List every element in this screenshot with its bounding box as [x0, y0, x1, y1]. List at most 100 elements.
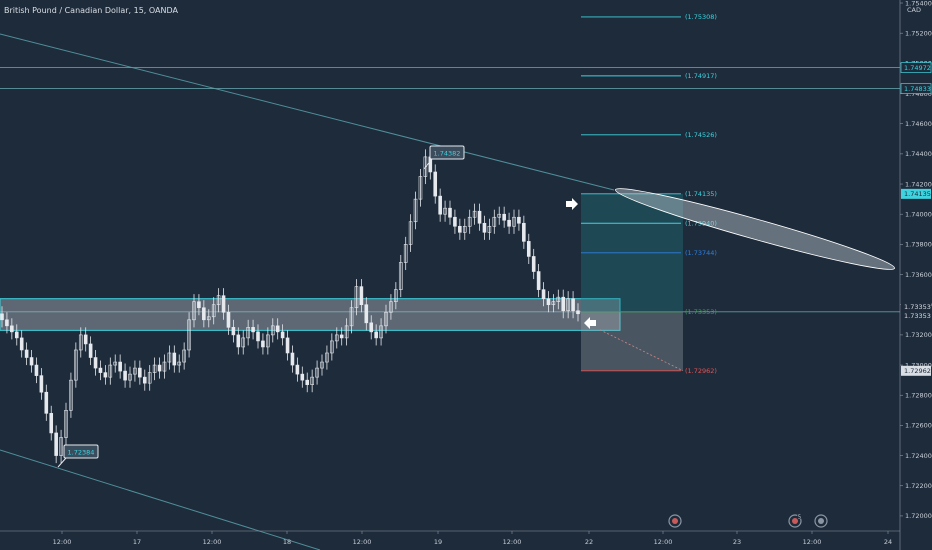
- price-badge-label: 1.73353: [904, 303, 931, 311]
- candle-body: [482, 222, 487, 233]
- candle-body: [142, 376, 147, 384]
- time-axis[interactable]: 12:00 17 12:00 18 12:00 19 12:00 22 12:00 23 12:00…: [0, 530, 900, 546]
- candle-body: [14, 331, 19, 339]
- event-flag-icon[interactable]: [668, 514, 682, 528]
- candle-body: [330, 340, 334, 354]
- y-tick-label: 1.72400: [905, 452, 932, 460]
- candle-body: [448, 207, 452, 218]
- candle-body: [546, 298, 551, 306]
- candle-body: [216, 295, 221, 306]
- descending-trendline-lower[interactable]: [0, 449, 321, 550]
- candle-body: [197, 301, 201, 309]
- candle-body: [138, 367, 142, 378]
- candle-body: [418, 176, 423, 200]
- candle-body: [19, 337, 24, 351]
- candle-body: [93, 357, 98, 369]
- candle-body: [275, 325, 280, 333]
- candle-body: [118, 361, 122, 372]
- candle-body: [502, 213, 506, 221]
- y-tick-label: 1.75200: [905, 29, 932, 37]
- price-badge-label: 1.72962: [904, 367, 931, 375]
- event-markers[interactable]: 5: [668, 514, 828, 528]
- candle-body: [541, 289, 546, 299]
- candle-body: [226, 311, 231, 328]
- event-flag-icon[interactable]: 5: [788, 514, 802, 528]
- x-tick-label: 23: [733, 538, 741, 546]
- candle-body: [157, 364, 162, 372]
- level-label: (1.74526): [685, 131, 717, 139]
- candle-body: [315, 367, 319, 378]
- candle-body: [571, 298, 575, 312]
- candle-body: [113, 361, 118, 366]
- price-axis[interactable]: CAD 1.72000 1.72200 1.72400 1.72600 1.72800 1…: [899, 0, 932, 550]
- y-tick-label: 1.72800: [905, 392, 932, 400]
- level-label: (1.73353): [685, 308, 717, 316]
- x-tick-label: 12:00: [803, 538, 822, 546]
- candle-body: [531, 256, 536, 272]
- support-zone[interactable]: [0, 298, 621, 331]
- candle-body: [206, 316, 211, 321]
- y-tick-label: 1.73200: [905, 331, 932, 339]
- x-tick-label: 12:00: [654, 538, 673, 546]
- y-tick-label: 1.74200: [905, 180, 932, 188]
- candle-body: [59, 437, 63, 456]
- candle-body: [39, 375, 44, 393]
- long-position-tool[interactable]: [581, 193, 684, 372]
- candle-body: [192, 301, 196, 321]
- candle-body: [458, 225, 462, 233]
- x-tick-label: 24: [884, 538, 892, 546]
- price-badge: [901, 365, 931, 376]
- candle-body: [561, 296, 566, 312]
- y-tick-label: 1.72200: [905, 482, 932, 490]
- candle-body: [487, 225, 492, 233]
- position-loss-area[interactable]: [581, 311, 683, 371]
- candle-body: [477, 210, 482, 224]
- level-label: (1.73744): [685, 249, 717, 257]
- candle-body: [24, 349, 29, 358]
- price-badge: [901, 310, 931, 321]
- candle-body: [147, 372, 152, 384]
- candle-body: [453, 216, 457, 227]
- x-tick-label: 17: [133, 538, 141, 546]
- x-tick-label: 19: [434, 538, 442, 546]
- candle-body: [556, 296, 561, 303]
- candle-body: [187, 319, 191, 351]
- candle-body: [379, 325, 383, 339]
- high-callout: 1.74382: [423, 145, 465, 170]
- candles: [0, 149, 580, 464]
- candle-body: [413, 198, 418, 223]
- candle-body: [320, 361, 324, 369]
- arrow-left-icon: [584, 317, 596, 329]
- candle-body: [0, 313, 4, 321]
- candle-body: [162, 361, 167, 372]
- price-badge-label: 1.74833: [904, 85, 931, 93]
- candle-body: [364, 304, 369, 324]
- level-label: (1.72962): [685, 367, 717, 375]
- candle-body: [497, 213, 502, 218]
- level-label: (1.74135): [685, 190, 717, 198]
- candle-body: [98, 367, 103, 373]
- y-tick-label: 1.74600: [905, 120, 932, 128]
- candle-body: [349, 307, 354, 327]
- candle-body: [443, 207, 447, 215]
- descending-trendline-upper[interactable]: [0, 33, 615, 191]
- candle-body: [408, 221, 413, 245]
- candle-body: [305, 379, 310, 385]
- event-flag-icon[interactable]: [814, 514, 828, 528]
- candle-body: [310, 376, 314, 385]
- candle-body: [78, 334, 83, 351]
- ellipse-drawing[interactable]: [613, 180, 898, 278]
- candle-body: [512, 216, 516, 227]
- candle-body: [251, 327, 255, 333]
- candle-body: [64, 410, 68, 438]
- candle-body: [566, 298, 570, 312]
- level-label: (1.75308): [685, 13, 717, 21]
- candle-body: [236, 334, 241, 348]
- candle-body: [74, 349, 78, 381]
- candle-body: [172, 352, 177, 366]
- candle-body: [108, 364, 113, 378]
- candle-body: [270, 325, 275, 336]
- y-tick-label: 1.73800: [905, 241, 932, 249]
